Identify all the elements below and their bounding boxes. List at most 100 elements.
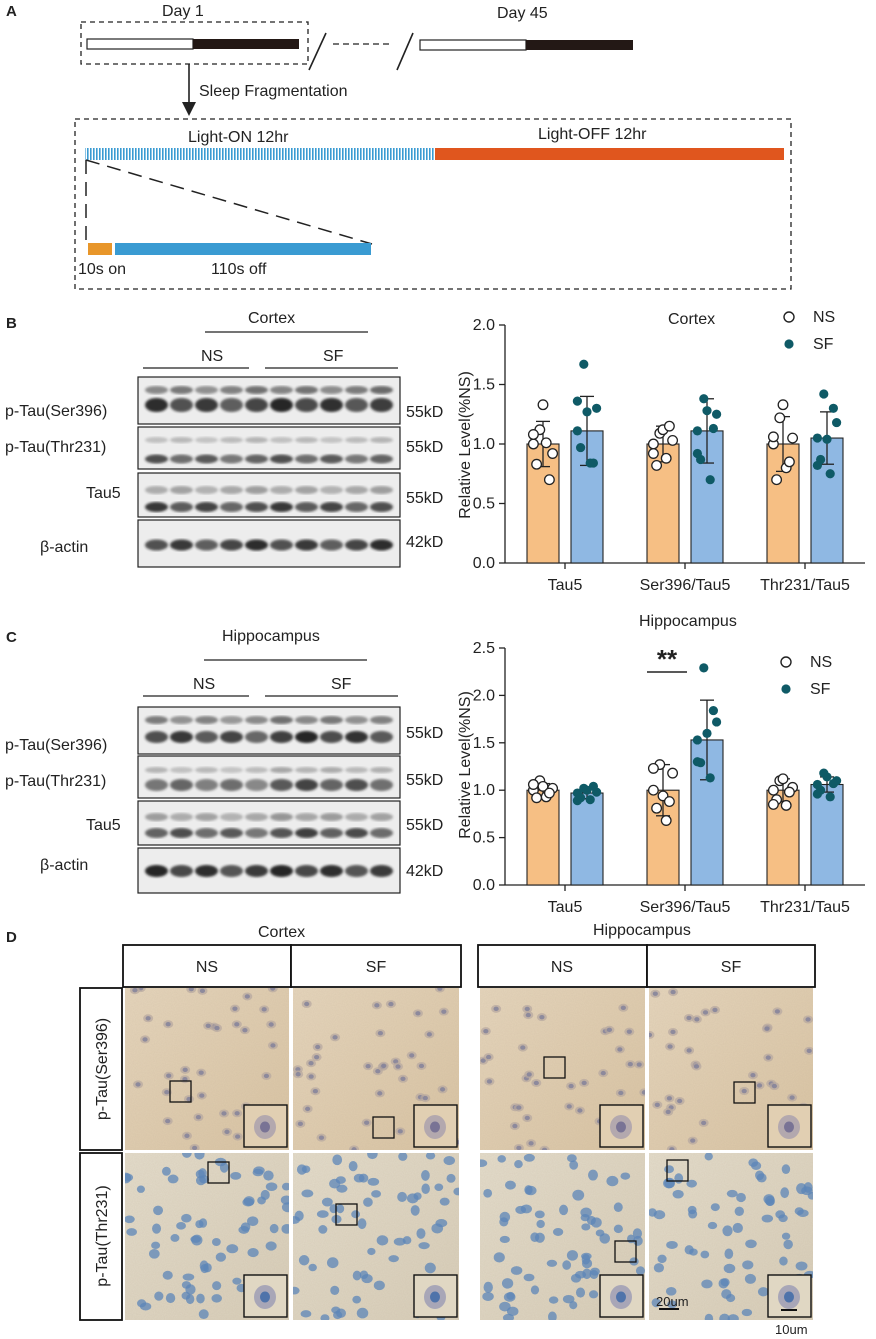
ihc-r2c3-nucleus (559, 1204, 569, 1216)
panel-label-a: A (6, 3, 17, 20)
blot-b-band (245, 539, 268, 551)
blot-c-band (220, 767, 243, 773)
ihc-r2c3-nucleus (483, 1281, 493, 1293)
blot-b-band (195, 502, 218, 512)
ihc-r2c2-nucleus (439, 1197, 450, 1206)
ihc-r1c2-nucleus (365, 1063, 371, 1069)
chart-b-ytick-label: 1.0 (473, 436, 495, 453)
ihc-r2c1-nucleus (247, 1248, 259, 1258)
ihc-r2c4-nucleus (664, 1165, 675, 1174)
ihc-r2c4-nucleus (757, 1287, 769, 1297)
ihc-r2c2-nucleus (357, 1218, 367, 1230)
arrow-head (182, 102, 196, 116)
ihc-r1c1-nucleus (164, 1090, 170, 1095)
ihc-r2c3-nucleus (499, 1235, 510, 1244)
blot-b-band (195, 386, 218, 394)
ihc-r2c4-nucleus (783, 1239, 793, 1250)
ihc-r2c4-nucleus (718, 1278, 729, 1289)
chart-c-bar-sf (570, 792, 604, 886)
ihc-r2c4-nucleus (689, 1248, 698, 1256)
blot-c-band (345, 779, 368, 791)
ihc-r1c3-nucleus (641, 1090, 645, 1095)
ihc-r2c4-nucleus (780, 1187, 790, 1199)
blot-b-band (320, 454, 343, 464)
ihc-r1c1-zoom-region (169, 1080, 192, 1103)
ihc-r1c2-nucleus (377, 1030, 384, 1036)
blot-b-group-ns: NS (201, 348, 223, 365)
blot-b-band (370, 386, 393, 394)
ihc-r1c2-nucleus (304, 1001, 310, 1007)
panel-label-d: D (6, 929, 17, 946)
ihc-r1c3-nucleus (516, 1105, 522, 1110)
blot-c-band (320, 716, 343, 724)
blot-b-band (170, 454, 193, 464)
chart-b-point-sf (819, 389, 829, 399)
blot-c-band (320, 767, 343, 773)
ihc-r1c1-nucleus (195, 1115, 202, 1120)
ihc-r2c4-nucleus (795, 1261, 808, 1271)
ihc-r2c1-nucleus (253, 1166, 265, 1175)
blot-c-row3-kd: 55kD (406, 817, 443, 834)
day-end-label: Day 45 (497, 5, 548, 22)
ihc-r2c2-nucleus (363, 1197, 373, 1207)
blot-b-band (245, 502, 268, 512)
chart-c-point-ns (767, 784, 779, 796)
ihc-r2c3-nucleus (480, 1159, 488, 1168)
ihc-r2c2-nucleus (298, 1255, 310, 1266)
blot-c-band (370, 767, 393, 773)
ihc-r2c4-nucleus (649, 1208, 657, 1217)
chart-b-point-ns (787, 432, 799, 444)
blot-b-band (170, 437, 193, 443)
chart-c-legend-sf-marker (781, 684, 791, 694)
ihc-col-label-3: NS (551, 959, 573, 976)
ihc-r2c3-image (480, 1153, 645, 1320)
ihc-r1c3-nucleus (566, 1104, 572, 1109)
chart-b-xtick-label: Tau5 (548, 577, 583, 594)
ihc-r1c3-nucleus (618, 1090, 624, 1096)
ihc-r2c3-nucleus (515, 1205, 527, 1214)
ihc-r2c3-nucleus (523, 1153, 535, 1162)
ihc-r1c3-nucleus (539, 1014, 545, 1020)
ihc-r2c4-nucleus (727, 1314, 739, 1320)
ihc-r2c3-inset-nucleus (616, 1291, 626, 1303)
blot-b-band (370, 398, 393, 412)
ihc-r2c4-nucleus (726, 1189, 738, 1198)
ihc-r2c3-nucleus (606, 1175, 619, 1187)
chart-b-point-ns (527, 429, 539, 440)
ihc-r1c4-nucleus (652, 991, 658, 996)
ihc-r2c3-nucleus (534, 1210, 545, 1219)
blot-b-band (145, 539, 168, 551)
ihc-row-label-thr231: p-Tau(Thr231) (94, 1185, 111, 1286)
blot-b-band (370, 437, 393, 443)
chart-c-point-sf (572, 796, 583, 806)
ihc-r1c1-nucleus (199, 988, 206, 994)
chart-b-point-sf (712, 409, 722, 419)
blot-c-band (345, 813, 368, 821)
chart-c-point-ns (780, 799, 792, 811)
ihc-r1c2-inset-nucleus (430, 1121, 440, 1133)
chart-b-point-sf (702, 406, 712, 416)
blot-b-band (320, 437, 343, 443)
blot-b-band (145, 502, 168, 512)
ihc-r1c1-nucleus (263, 1073, 270, 1079)
ihc-r1c1-nucleus (270, 988, 276, 991)
ihc-r2c3-nucleus (493, 1252, 505, 1263)
ihc-r2c1-nucleus (281, 1224, 289, 1234)
ihc-r2c1-nucleus (182, 1273, 195, 1281)
ihc-r2c1-nucleus (125, 1173, 134, 1182)
blot-c-band (245, 865, 268, 877)
ihc-r1c1-nucleus (186, 1096, 192, 1102)
ihc-r2c2-nucleus (425, 1153, 436, 1160)
ihc-r2c2-nucleus (402, 1236, 412, 1245)
blot-b-row1-label: p-Tau(Ser396) (5, 403, 107, 420)
blot-b-band (245, 386, 268, 394)
panel-d: D Cortex Hippocampus NS SF NS SF p-Tau(S… (6, 922, 816, 1337)
ihc-r2c4-nucleus (781, 1164, 791, 1175)
chart-b-legend-sf-marker (784, 339, 794, 349)
blot-c-band (345, 767, 368, 773)
ihc-r2c1-nucleus (215, 1252, 227, 1262)
chart-b-point-ns (777, 399, 789, 411)
chart-b-point-sf (812, 460, 823, 471)
ihc-r1c1-nucleus (242, 1027, 248, 1033)
blot-c-band (220, 731, 243, 743)
